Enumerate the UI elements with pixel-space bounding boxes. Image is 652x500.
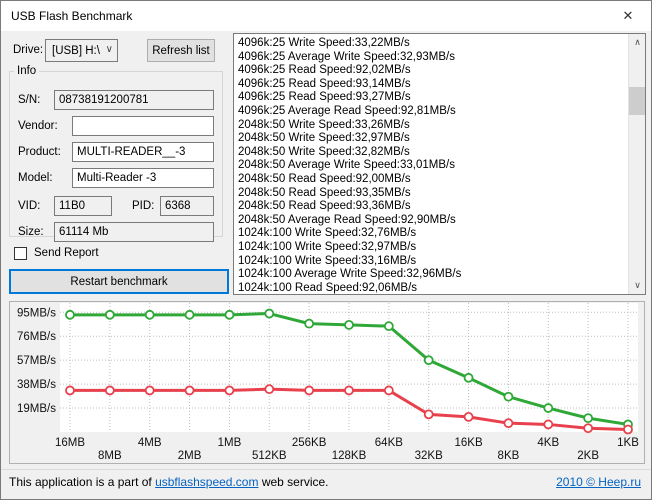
usbflashspeed-link[interactable]: usbflashspeed.com: [155, 475, 259, 489]
log-line: 1024k:100 Write Speed:32,97MB/s: [238, 240, 417, 253]
pid-label: PID:: [132, 200, 155, 212]
svg-text:4MB: 4MB: [138, 437, 162, 449]
log-line: 2048k:50 Write Speed:32,97MB/s: [238, 132, 410, 145]
log-line: 2048k:50 Read Speed:92,00MB/s: [238, 172, 411, 185]
model-field[interactable]: [72, 168, 214, 188]
svg-text:512KB: 512KB: [252, 450, 287, 462]
log-line: 1024k:100 Read Speed:92,06MB/s: [238, 281, 418, 294]
send-report-label: Send Report: [34, 247, 99, 259]
vid-label: VID:: [18, 200, 41, 212]
svg-text:19MB/s: 19MB/s: [17, 403, 56, 415]
log-line: 4096k:25 Write Speed:33,22MB/s: [238, 37, 410, 49]
footer-divider: [1, 469, 651, 470]
speed-chart: 95MB/s 76MB/s 57MB/s 38MB/s 19MB/s 16MB 8MB 4MB…: [17, 303, 639, 462]
scroll-up-button[interactable]: ∧: [629, 34, 645, 51]
speed-chart-panel: 95MB/s 76MB/s 57MB/s 38MB/s 19MB/s 16MB 8MB 4MB…: [9, 301, 645, 464]
svg-text:2MB: 2MB: [178, 450, 202, 462]
info-groupbox: Info S/N: Vendor: Product: Model: VID: P…: [9, 65, 223, 242]
size-field[interactable]: [54, 222, 214, 242]
sn-field[interactable]: [54, 90, 214, 110]
product-field[interactable]: [72, 142, 214, 162]
log-line: 2048k:50 Write Speed:32,82MB/s: [238, 145, 410, 158]
copyright-link[interactable]: 2010 © Heep.ru: [556, 475, 641, 489]
log-lines: 4096k:25 Write Speed:33,22MB/s 4096k:25 A…: [234, 34, 645, 294]
drive-selected-value: [USB] H:\: [52, 44, 100, 57]
svg-text:256KB: 256KB: [292, 437, 327, 449]
titlebar[interactable]: USB Flash Benchmark ✕: [1, 1, 651, 31]
log-line: 4096k:25 Average Read Speed:92,81MB/s: [238, 104, 456, 117]
size-label: Size:: [18, 226, 44, 238]
svg-text:76MB/s: 76MB/s: [17, 331, 56, 343]
close-icon: ✕: [622, 8, 634, 23]
info-legend: Info: [17, 65, 37, 77]
close-button[interactable]: ✕: [605, 1, 651, 31]
log-line: 2048k:50 Write Speed:33,26MB/s: [238, 118, 410, 131]
log-line: 4096k:25 Read Speed:92,02MB/s: [238, 64, 411, 77]
model-label: Model:: [18, 172, 53, 184]
window-title: USB Flash Benchmark: [11, 9, 133, 23]
log-line: 4096k:25 Read Speed:93,27MB/s: [238, 91, 411, 104]
log-line: 4096k:25 Read Speed:93,14MB/s: [238, 77, 411, 90]
scroll-down-icon: ∨: [634, 280, 641, 290]
footer-credit: This application is a part of usbflashsp…: [9, 475, 329, 489]
svg-text:16MB: 16MB: [55, 437, 85, 449]
svg-text:64KB: 64KB: [375, 437, 403, 449]
vid-field[interactable]: [54, 196, 112, 216]
scroll-up-icon: ∧: [634, 37, 641, 47]
footer-text-before: This application is a part of: [9, 475, 156, 489]
log-line: 2048k:50 Read Speed:93,35MB/s: [238, 186, 411, 199]
svg-text:38MB/s: 38MB/s: [17, 379, 56, 391]
svg-text:57MB/s: 57MB/s: [17, 355, 56, 367]
chevron-down-icon: ∨: [105, 44, 113, 55]
log-line: 1024k:100 Average Write Speed:32,96MB/s: [238, 268, 462, 281]
svg-text:8KB: 8KB: [498, 450, 520, 462]
send-report-checkbox[interactable]: [14, 247, 27, 260]
scroll-down-button[interactable]: ∨: [629, 277, 645, 294]
svg-text:4KB: 4KB: [537, 437, 559, 449]
restart-benchmark-button[interactable]: Restart benchmark: [9, 269, 229, 294]
log-line: 4096k:25 Average Write Speed:32,93MB/s: [238, 50, 455, 63]
scrollbar-thumb[interactable]: [629, 87, 645, 115]
log-scrollbar[interactable]: ∧ ∨: [628, 34, 645, 294]
product-label: Product:: [18, 146, 61, 158]
svg-text:95MB/s: 95MB/s: [17, 307, 56, 319]
svg-text:8MB: 8MB: [98, 450, 122, 462]
log-line: 1024k:100 Write Speed:32,76MB/s: [238, 227, 417, 240]
svg-text:32KB: 32KB: [415, 450, 443, 462]
log-line: 2048k:50 Average Read Speed:92,90MB/s: [238, 213, 456, 226]
drive-label: Drive:: [13, 44, 44, 56]
benchmark-log[interactable]: 4096k:25 Write Speed:33,22MB/s 4096k:25 A…: [233, 33, 646, 295]
refresh-list-button[interactable]: Refresh list: [147, 39, 215, 62]
vendor-label: Vendor:: [18, 120, 58, 132]
vendor-field[interactable]: [72, 116, 214, 136]
sn-label: S/N:: [18, 94, 41, 106]
svg-text:1KB: 1KB: [617, 437, 639, 449]
svg-text:1MB: 1MB: [218, 437, 242, 449]
svg-text:2KB: 2KB: [577, 450, 599, 462]
footer-text-after: web service.: [258, 475, 329, 489]
svg-text:128KB: 128KB: [332, 450, 367, 462]
pid-field[interactable]: [160, 196, 214, 216]
svg-text:16KB: 16KB: [455, 437, 483, 449]
log-line: 1024k:100 Write Speed:33,16MB/s: [238, 254, 417, 267]
log-line: 2048k:50 Average Write Speed:33,01MB/s: [238, 159, 455, 172]
drive-select[interactable]: [USB] H:\ ∨: [45, 39, 118, 62]
log-line: 2048k:50 Read Speed:93,36MB/s: [238, 200, 411, 213]
